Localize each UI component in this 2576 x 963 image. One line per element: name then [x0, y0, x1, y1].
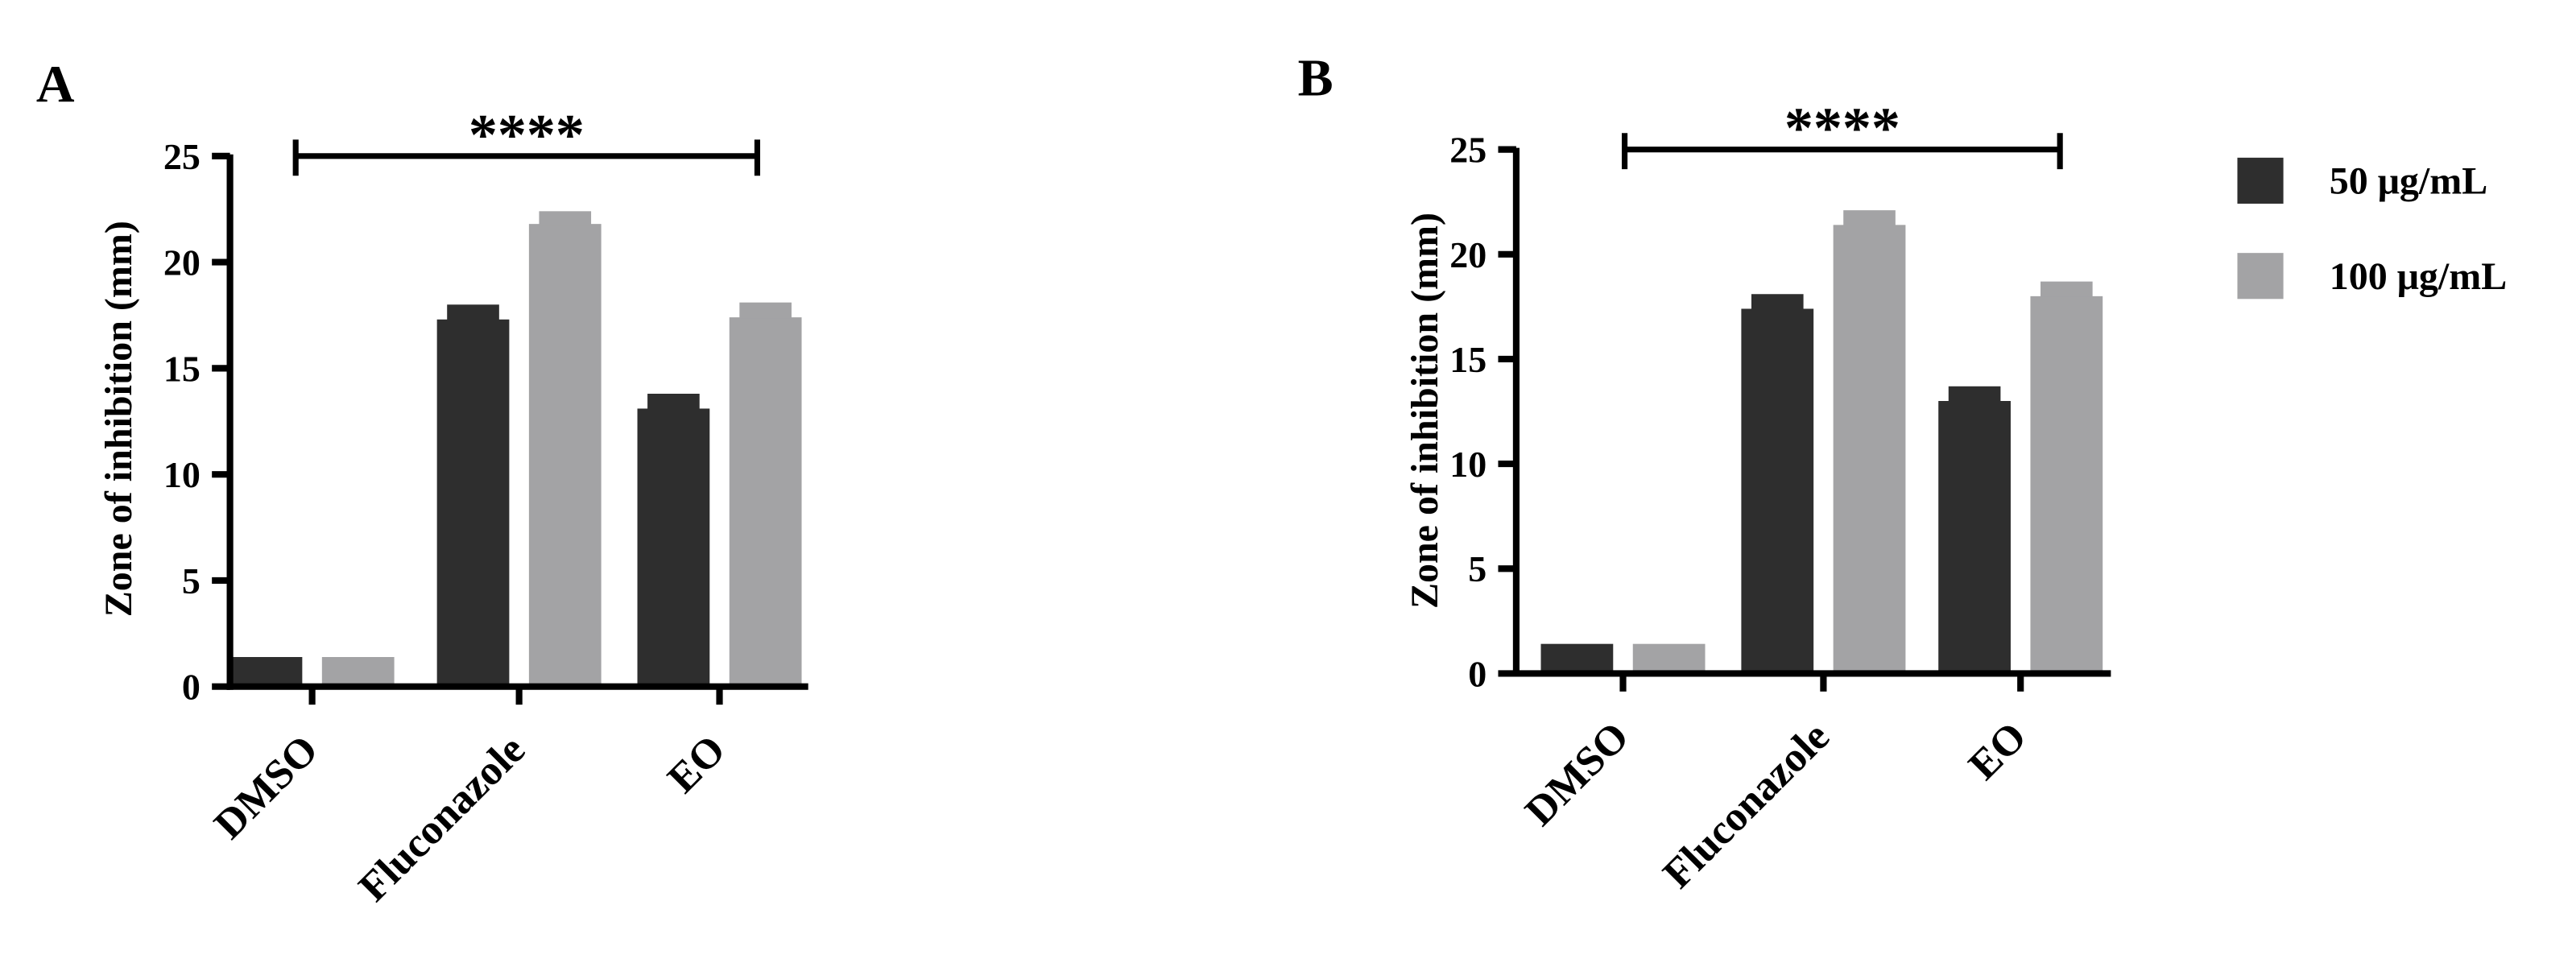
x-tick-label-fluconazole: Fluconazole [1655, 713, 1838, 897]
x-tick-label-eo: EO [660, 727, 734, 802]
x-tick-label-dmso: DMSO [1516, 713, 1638, 835]
legend-swatch-50 [2237, 157, 2284, 204]
error-cap-100-eo [2041, 281, 2093, 297]
bar-50-eo [1938, 401, 2011, 674]
error-cap-50-fluconazole [1751, 294, 1804, 310]
panel-letter: B [1298, 48, 1333, 107]
y-tick-label: 5 [1468, 548, 1486, 589]
y-tick-label: 5 [182, 560, 201, 601]
chart-panel-b: B 0 5 10 15 20 25 DMSO Fluconazole EO Zone of inhi… [1298, 48, 2111, 897]
legend-label-100: 100 μg/mL [2330, 255, 2508, 298]
error-cap-100-fluconazole [1843, 210, 1896, 226]
bar-50-dmso [1540, 643, 1614, 674]
chart-panel-a: A 0 5 10 15 20 25 DMSO Fluconazole EO Zone of inhi… [36, 55, 808, 911]
y-axis-title: Zone of inhibition (mm) [1404, 213, 1446, 609]
bar-50-eo [637, 408, 710, 687]
bar-100-eo [2030, 296, 2103, 674]
y-tick-label: 0 [1468, 653, 1486, 694]
bar-50-dmso [229, 657, 303, 687]
y-tick-label: 0 [182, 667, 201, 708]
y-tick-label: 20 [1449, 234, 1486, 275]
y-tick-label: 10 [163, 454, 201, 495]
error-cap-50-eo [647, 393, 700, 410]
error-cap-100-fluconazole [539, 211, 592, 225]
y-tick-label: 25 [163, 136, 201, 177]
panel-letter: A [36, 55, 75, 114]
y-tick-label: 15 [1449, 339, 1486, 380]
significance-label: **** [1784, 96, 1900, 160]
error-cap-50-eo [1948, 386, 2001, 403]
bar-50-fluconazole [1741, 308, 1814, 674]
y-tick-label: 15 [163, 348, 201, 389]
y-tick-label: 20 [163, 242, 201, 283]
y-axis-title: Zone of inhibition (mm) [97, 221, 140, 617]
bar-100-eo [729, 317, 802, 687]
error-cap-100-eo [739, 302, 792, 319]
bar-100-fluconazole [1833, 225, 1906, 674]
x-tick-label-fluconazole: Fluconazole [350, 727, 534, 911]
error-cap-50-fluconazole [447, 304, 499, 320]
significance-label: **** [469, 102, 585, 167]
legend-label-50: 50 μg/mL [2330, 160, 2488, 203]
y-tick-label: 25 [1449, 130, 1486, 171]
bar-50-fluconazole [436, 319, 510, 687]
x-tick-label-eo: EO [1960, 713, 2035, 788]
legend-swatch-100 [2237, 253, 2284, 300]
bar-100-fluconazole [528, 224, 602, 687]
bar-100-dmso [1632, 643, 1706, 674]
y-tick-label: 10 [1449, 444, 1486, 485]
x-tick-label-dmso: DMSO [205, 727, 327, 849]
bar-100-dmso [321, 657, 395, 687]
legend: 50 μg/mL 100 μg/mL [2237, 157, 2508, 300]
